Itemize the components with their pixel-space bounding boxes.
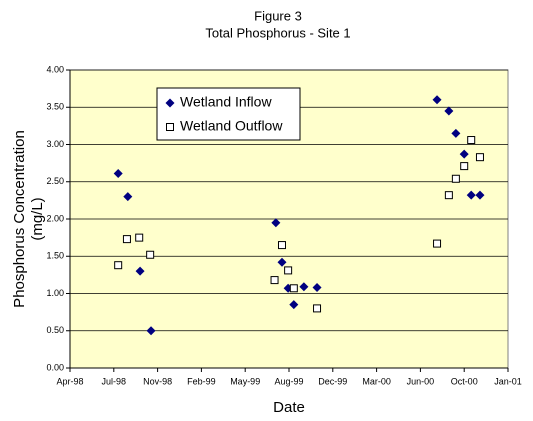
point [299, 282, 309, 292]
legend-marker [165, 98, 175, 108]
y-tick-label: 4.00 [46, 64, 64, 74]
y-tick-label: 0.50 [46, 325, 64, 335]
y-tick-label: 0.00 [46, 362, 64, 372]
y-axis-label-group: Phosphorus Concentration (mg/L) [11, 130, 46, 308]
x-tick-label: Mar-00 [362, 376, 391, 386]
legend-marker [166, 123, 174, 131]
y-tick-label: 3.00 [46, 139, 64, 149]
y-tick-label: 3.50 [46, 102, 64, 112]
x-tick-label: Dec-99 [318, 376, 347, 386]
point [146, 250, 155, 259]
x-tick-label: Apr-98 [56, 376, 83, 386]
point [277, 241, 286, 250]
point [433, 239, 442, 248]
point [467, 136, 476, 145]
y-tick-label: 2.00 [46, 213, 64, 223]
legend-label: Wetland Outflow [180, 118, 283, 134]
point [475, 190, 485, 200]
point [475, 153, 484, 162]
point [135, 233, 144, 242]
y-axis-label: Phosphorus Concentration [11, 130, 28, 308]
point [289, 300, 299, 310]
point [114, 261, 123, 270]
legend-label: Wetland Inflow [180, 94, 272, 110]
point [146, 326, 156, 336]
x-tick-label: Jul-98 [102, 376, 127, 386]
x-tick-label: Oct-00 [451, 376, 478, 386]
y-axis-label: (mg/L) [29, 197, 46, 240]
point [444, 106, 454, 116]
point [451, 174, 460, 183]
x-tick-label: Nov-98 [143, 376, 172, 386]
x-tick-label: May-99 [230, 376, 260, 386]
x-axis-label: Date [273, 399, 305, 416]
point [459, 149, 469, 159]
point [451, 128, 461, 138]
point [312, 283, 322, 293]
point [284, 266, 293, 275]
point [289, 284, 298, 293]
x-tick-label: Aug-99 [274, 376, 303, 386]
point [271, 218, 281, 228]
point [444, 191, 453, 200]
y-tick-label: 1.00 [46, 288, 64, 298]
legend-box [156, 87, 301, 141]
point [432, 95, 442, 105]
point [122, 235, 131, 244]
chart-subtitle: Total Phosphorus - Site 1 [205, 25, 350, 40]
point [313, 304, 322, 313]
point [123, 192, 133, 202]
point [113, 169, 123, 179]
point [135, 266, 145, 276]
y-tick-label: 2.50 [46, 176, 64, 186]
x-tick-label: Jun-00 [407, 376, 435, 386]
point [460, 162, 469, 171]
point [466, 190, 476, 200]
x-tick-label: Feb-99 [187, 376, 216, 386]
point [277, 257, 287, 267]
x-tick-label: Jan-01 [494, 376, 522, 386]
point [270, 276, 279, 285]
y-tick-label: 1.50 [46, 251, 64, 261]
chart-title: Figure 3 [254, 8, 302, 23]
